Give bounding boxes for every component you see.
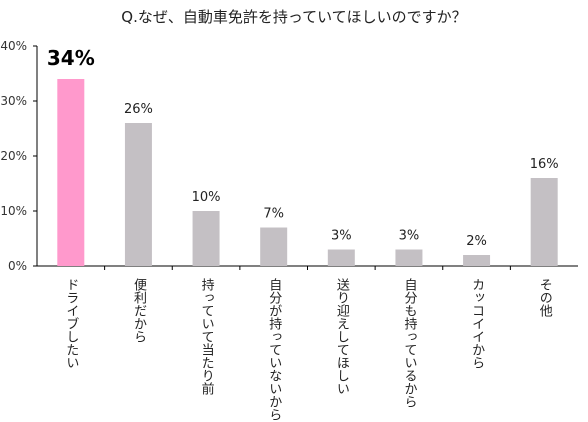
category-label: その他 (537, 278, 553, 318)
category-label: 送り迎えしてほしい (334, 278, 350, 395)
bar (530, 178, 558, 266)
bar (260, 227, 288, 266)
bars-group (57, 79, 558, 266)
category-label: 持っていて当たり前 (199, 278, 215, 395)
data-label: 3% (399, 229, 420, 244)
y-tick-label: 30% (0, 94, 27, 108)
y-tick-label: 10% (0, 204, 27, 218)
bar (192, 211, 220, 266)
chart-axes: 0% 10% 20% 30% 40% (0, 39, 578, 273)
category-label: 自分も持っているから (401, 278, 417, 408)
chart-title: Q.なぜ、自動車免許を持っていてほしいのですか？ (121, 8, 466, 26)
category-labels-group: ドライブしたい 便利だから 持っていて当たり前 自分が持っていないから 送り迎えしてほし… (63, 278, 552, 421)
bar (327, 249, 355, 266)
category-label: カッコイイから (469, 278, 484, 369)
data-label: 10% (192, 190, 221, 205)
bar (124, 123, 152, 266)
data-label: 3% (331, 229, 352, 244)
bar (395, 249, 423, 266)
bar (57, 79, 85, 266)
category-label: ドライブしたい (63, 278, 78, 369)
data-label: 34% (47, 46, 95, 70)
data-label: 7% (263, 207, 284, 222)
y-tick-label: 40% (0, 39, 27, 53)
category-label: 便利だから (131, 278, 147, 343)
y-tick-label: 0% (8, 259, 27, 273)
data-label: 16% (530, 157, 559, 172)
y-tick-label: 20% (0, 149, 27, 163)
category-label: 自分が持っていないから (266, 278, 282, 421)
data-label: 26% (124, 102, 153, 117)
data-label: 2% (466, 234, 487, 249)
bar (463, 255, 491, 266)
data-labels-group: 34% 26% 10% 7% 3% 3% 2% 16% (47, 46, 559, 249)
